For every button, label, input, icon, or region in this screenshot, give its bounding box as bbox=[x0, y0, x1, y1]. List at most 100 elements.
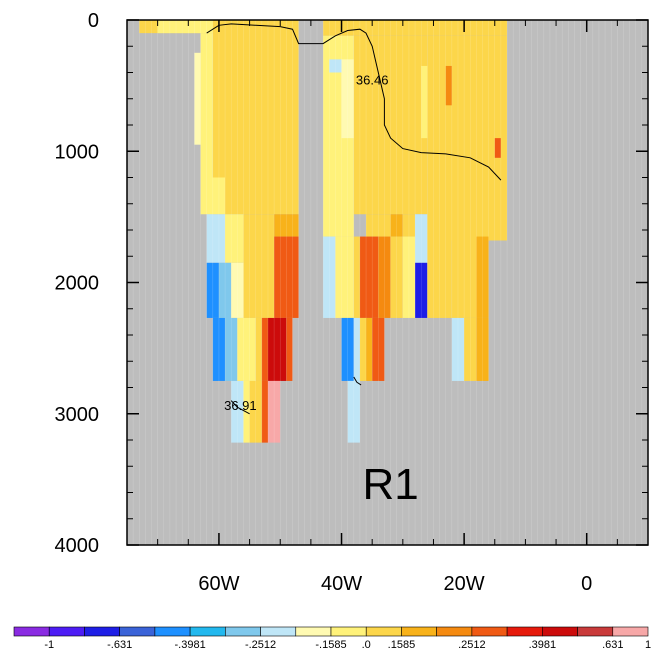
field-cell bbox=[231, 262, 244, 318]
field-cell bbox=[451, 317, 465, 381]
colorbar-swatch bbox=[189, 626, 226, 637]
field-cell bbox=[390, 214, 403, 237]
field-cell bbox=[427, 35, 508, 241]
colorbar-swatch bbox=[225, 626, 261, 637]
field-cell bbox=[366, 317, 373, 381]
field-cell bbox=[194, 52, 201, 145]
field-cell bbox=[323, 20, 508, 36]
colorbar-label: 1 bbox=[645, 639, 651, 651]
field-cell bbox=[494, 138, 501, 158]
field-cell bbox=[206, 177, 226, 215]
contour-label: 36.91 bbox=[224, 398, 257, 413]
colorbar-label: .1585 bbox=[388, 639, 416, 651]
field-cell bbox=[225, 317, 238, 381]
colorbar-label: .631 bbox=[602, 639, 623, 651]
contour-label: 36.46 bbox=[356, 72, 389, 87]
field-cell bbox=[353, 317, 360, 381]
field-cell bbox=[206, 262, 219, 318]
field-cell bbox=[415, 262, 428, 318]
field-cell bbox=[347, 380, 360, 443]
colorbar-swatch bbox=[48, 626, 85, 637]
field-cell bbox=[402, 236, 416, 318]
field-cell bbox=[261, 317, 268, 381]
field-cell bbox=[390, 236, 403, 318]
colorbar-label: -.1585 bbox=[315, 639, 346, 651]
field-cell bbox=[421, 65, 428, 139]
field-cell bbox=[157, 20, 183, 34]
field-cell bbox=[476, 236, 489, 318]
colorbar-swatch bbox=[330, 626, 367, 637]
field-cell bbox=[237, 317, 256, 381]
field-cell bbox=[267, 317, 287, 381]
colorbar-label: -.2512 bbox=[245, 639, 276, 651]
field-cell bbox=[378, 236, 391, 318]
field-cell bbox=[182, 20, 213, 34]
colorbar-label: .2512 bbox=[458, 639, 486, 651]
colorbar: -1 -.631 -.3981 -.2512 -.1585 .0 .1585 .2512 .39… bbox=[13, 626, 651, 651]
field-cell bbox=[323, 236, 336, 318]
field-cell bbox=[476, 317, 489, 381]
contour-line bbox=[230, 400, 250, 415]
field-cell bbox=[212, 317, 226, 381]
field-cell bbox=[255, 317, 262, 381]
contour-lines: 36.46 36.91 bbox=[206, 23, 502, 415]
y-tick-label: 2000 bbox=[55, 273, 100, 295]
field-cell bbox=[372, 317, 385, 381]
field-cell bbox=[212, 20, 299, 215]
colorbar-swatch bbox=[577, 626, 614, 637]
colorbar-swatch bbox=[506, 626, 543, 637]
field-cell bbox=[353, 236, 360, 318]
colorbar-label: -.3981 bbox=[175, 639, 206, 651]
x-tick-label: 60W bbox=[198, 573, 239, 595]
colorbar-swatch bbox=[436, 626, 473, 637]
field-cell bbox=[218, 262, 232, 318]
y-tick-label: 4000 bbox=[55, 535, 100, 557]
panel-label: R1 bbox=[362, 460, 418, 509]
field-cell bbox=[415, 214, 428, 263]
colorbar-swatch bbox=[119, 626, 156, 637]
x-tick-label: 40W bbox=[321, 573, 362, 595]
contour-line bbox=[206, 23, 502, 181]
y-tick-label: 0 bbox=[88, 10, 99, 32]
field-cell bbox=[427, 214, 452, 318]
colorbar-swatch bbox=[84, 626, 120, 637]
colorbar-swatch bbox=[612, 626, 649, 637]
x-axis: 60W 40W 20W 0 bbox=[157, 20, 649, 595]
y-tick-label: 1000 bbox=[55, 141, 100, 163]
colorbar-label: -.631 bbox=[107, 639, 132, 651]
colorbar-label: -1 bbox=[44, 639, 54, 651]
x-tick-label: 20W bbox=[444, 573, 485, 595]
colorbar-swatch bbox=[154, 626, 191, 637]
field-cell bbox=[286, 317, 293, 381]
field-cell bbox=[206, 214, 226, 263]
field-cell bbox=[200, 33, 213, 215]
field-cell bbox=[445, 65, 452, 106]
field-cell bbox=[402, 214, 416, 237]
field-cell bbox=[329, 59, 342, 73]
field-cell bbox=[243, 214, 275, 318]
colorbar-swatch bbox=[13, 626, 50, 637]
field-cell bbox=[274, 214, 299, 237]
colorbar-swatch bbox=[260, 626, 297, 637]
colorbar-swatch bbox=[471, 626, 508, 637]
field-cell bbox=[231, 380, 244, 443]
colorbar-label: .0 bbox=[362, 639, 371, 651]
contour-line bbox=[353, 376, 362, 386]
colorbar-label: .3981 bbox=[529, 639, 557, 651]
field-cell bbox=[267, 380, 281, 443]
field-cell bbox=[249, 380, 262, 443]
plot-area bbox=[126, 20, 649, 545]
colorbar-swatch bbox=[295, 626, 332, 637]
field-cell bbox=[359, 317, 367, 381]
y-tick-label: 3000 bbox=[55, 404, 100, 426]
field-cell bbox=[225, 214, 244, 263]
y-axis: 0 1000 2000 3000 4000 bbox=[55, 10, 648, 557]
colorbar-swatch bbox=[542, 626, 578, 637]
field-cell bbox=[261, 380, 268, 443]
field-cell bbox=[274, 236, 299, 318]
field-cell bbox=[341, 317, 354, 381]
colorbar-swatch bbox=[401, 626, 437, 637]
colorbar-swatch bbox=[365, 626, 402, 637]
field-cell bbox=[464, 317, 477, 381]
